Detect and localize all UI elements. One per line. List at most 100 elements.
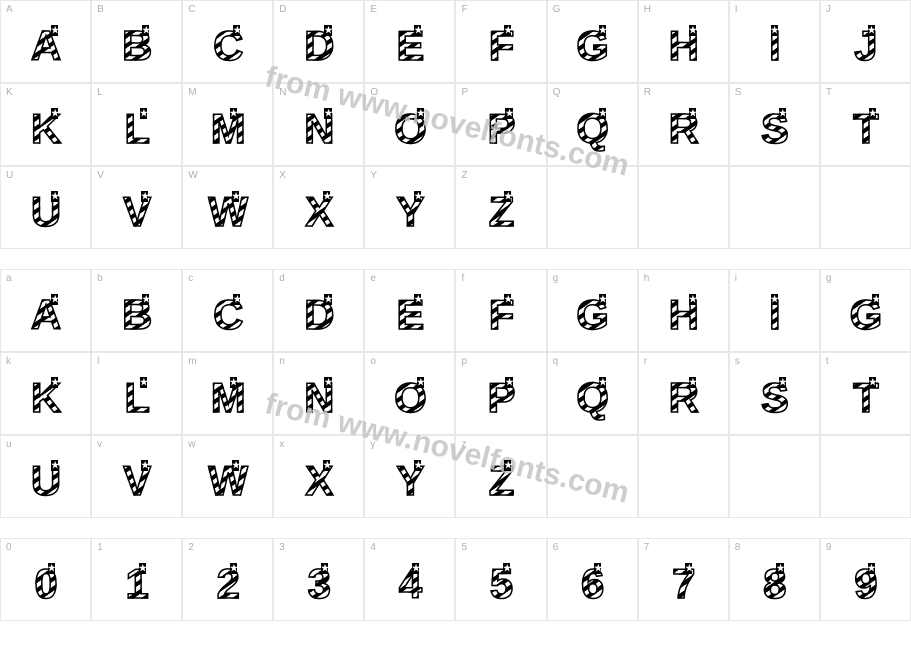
glyph: P	[488, 374, 515, 422]
glyph: Q	[576, 374, 608, 422]
cell-label: K	[6, 87, 13, 98]
cell-label: b	[97, 273, 103, 284]
cell-label: 3	[279, 542, 285, 553]
glyph-wrap: L	[92, 84, 181, 165]
glyph-cell: HH	[638, 0, 729, 83]
cell-label: v	[97, 439, 102, 450]
glyph: J	[854, 22, 876, 70]
glyph-cell: 11	[91, 538, 182, 621]
cell-label: p	[461, 356, 467, 367]
glyph-cell: 22	[182, 538, 273, 621]
glyph-wrap: G	[548, 270, 637, 351]
glyph: T	[853, 105, 878, 153]
glyph-wrap: D	[274, 270, 363, 351]
cell-label: P	[461, 87, 468, 98]
glyph-cell: DD	[273, 0, 364, 83]
glyph: M	[211, 374, 245, 422]
glyph: F	[489, 22, 514, 70]
glyph-cell: TT	[820, 83, 911, 166]
glyph: 1	[125, 560, 147, 608]
glyph-cell: 33	[273, 538, 364, 621]
glyph: C	[213, 22, 242, 70]
cell-label: J	[826, 4, 831, 15]
glyph-wrap: H	[639, 270, 728, 351]
cell-label: t	[826, 356, 829, 367]
cell-label: D	[279, 4, 286, 15]
cell-label: r	[644, 356, 647, 367]
cell-label: z	[461, 439, 466, 450]
cell-label: I	[735, 4, 738, 15]
glyph-cell: kK	[0, 352, 91, 435]
glyph: W	[208, 188, 247, 236]
glyph: G	[576, 291, 608, 339]
glyph: H	[669, 291, 698, 339]
glyph-cell: nN	[273, 352, 364, 435]
glyph-wrap: I	[730, 270, 819, 351]
glyph-cell: bB	[91, 269, 182, 352]
glyph-cell: gG	[820, 269, 911, 352]
glyph-wrap: A	[1, 1, 90, 82]
glyph: S	[761, 105, 788, 153]
cell-label: C	[188, 4, 195, 15]
cell-label: R	[644, 87, 651, 98]
glyph-wrap: K	[1, 84, 90, 165]
glyph-wrap: Y	[365, 436, 454, 517]
glyph-wrap: 6	[548, 539, 637, 620]
glyph-cell: WW	[182, 166, 273, 249]
glyph: 6	[581, 560, 603, 608]
glyph-wrap: V	[92, 167, 181, 248]
glyph: T	[853, 374, 878, 422]
glyph-cell: gG	[547, 269, 638, 352]
cell-label: u	[6, 439, 12, 450]
empty-cell	[638, 435, 729, 518]
glyph-cell: MM	[182, 83, 273, 166]
glyph: Y	[396, 188, 423, 236]
glyph-cell: lL	[91, 352, 182, 435]
glyph-wrap: R	[639, 84, 728, 165]
glyph-cell: PP	[455, 83, 546, 166]
glyph-wrap: J	[821, 1, 910, 82]
glyph: F	[489, 291, 514, 339]
glyph: R	[669, 374, 698, 422]
glyph-cell: mM	[182, 352, 273, 435]
cell-label: y	[370, 439, 375, 450]
glyph-cell: vV	[91, 435, 182, 518]
glyph: Z	[489, 457, 514, 505]
cell-label: A	[6, 4, 13, 15]
glyph: G	[850, 291, 882, 339]
glyph: V	[123, 188, 150, 236]
cell-label: 6	[553, 542, 559, 553]
glyph-cell: aA	[0, 269, 91, 352]
glyph-wrap: S	[730, 84, 819, 165]
glyph-cell: FF	[455, 0, 546, 83]
glyph-cell: OO	[364, 83, 455, 166]
cell-label: 5	[461, 542, 467, 553]
glyph: S	[761, 374, 788, 422]
glyph-wrap: P	[456, 84, 545, 165]
glyph-wrap: 1	[92, 539, 181, 620]
glyph-cell: 99	[820, 538, 911, 621]
glyph-cell: xX	[273, 435, 364, 518]
glyph-cell: pP	[455, 352, 546, 435]
glyph: K	[31, 374, 60, 422]
glyph: K	[31, 105, 60, 153]
glyph-wrap: R	[639, 353, 728, 434]
glyph-wrap: D	[274, 1, 363, 82]
empty-cell	[547, 435, 638, 518]
glyph-wrap: B	[92, 1, 181, 82]
glyph-wrap: S	[730, 353, 819, 434]
glyph-cell: oO	[364, 352, 455, 435]
glyph-wrap: H	[639, 1, 728, 82]
cell-label: h	[644, 273, 650, 284]
glyph-cell: 55	[455, 538, 546, 621]
glyph-wrap: F	[456, 1, 545, 82]
glyph-cell: 00	[0, 538, 91, 621]
glyph-cell: GG	[547, 0, 638, 83]
cell-label: G	[553, 4, 561, 15]
glyph-wrap: L	[92, 353, 181, 434]
glyph-cell: fF	[455, 269, 546, 352]
glyph: R	[669, 105, 698, 153]
glyph-cell: yY	[364, 435, 455, 518]
cell-label: l	[97, 356, 99, 367]
empty-cell	[729, 435, 820, 518]
